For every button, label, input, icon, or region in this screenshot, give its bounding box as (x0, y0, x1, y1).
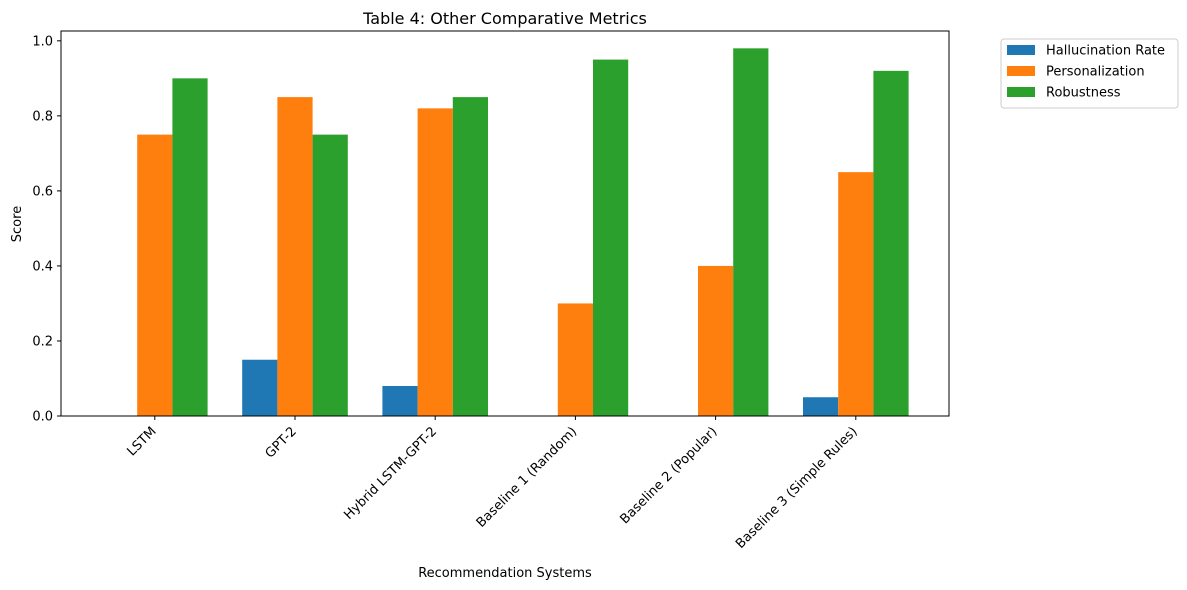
y-tick-label: 0.6 (32, 184, 53, 199)
bar-personalization-5 (838, 172, 874, 416)
legend-label: Personalization (1046, 65, 1145, 80)
bar-hallucination-rate-1 (242, 359, 278, 416)
x-tick-label: LSTM (125, 424, 160, 459)
legend-swatch (1007, 87, 1035, 97)
bars-group (137, 48, 909, 417)
plot-frame (60, 30, 950, 417)
bar-hallucination-rate-5 (803, 397, 839, 416)
x-tick-label: Baseline 3 (Simple Rules) (733, 424, 861, 552)
bar-robustness-5 (873, 70, 909, 416)
bar-robustness-3 (593, 59, 629, 417)
legend-frame (1000, 38, 1179, 109)
y-axis: 0.0 0.2 0.4 0.6 0.8 1.0 (32, 34, 61, 425)
x-axis-label: Recommendation Systems (418, 566, 592, 581)
x-axis: LSTM GPT-2 Hybrid LSTM-GPT-2 Baseline 1 (Ra… (125, 416, 861, 552)
x-tick-label: GPT-2 (263, 424, 300, 461)
x-tick-label: Baseline 1 (Random) (474, 424, 581, 531)
y-tick-label: 0.8 (32, 109, 53, 124)
x-tick-label: Hybrid LSTM-GPT-2 (341, 424, 440, 523)
chart-title: Table 4: Other Comparative Metrics (362, 9, 647, 28)
y-axis-label: Score (10, 206, 25, 242)
bar-personalization-1 (277, 97, 313, 417)
legend: Hallucination Rate Personalization Robustn… (1000, 38, 1179, 109)
x-tick-label: Baseline 2 (Popular) (618, 424, 721, 527)
legend-swatch (1007, 66, 1035, 76)
bar-personalization-2 (417, 108, 453, 416)
legend-swatch (1007, 45, 1035, 55)
y-tick-label: 1.0 (32, 34, 53, 49)
legend-label: Robustness (1046, 86, 1121, 101)
legend-label: Hallucination Rate (1046, 44, 1165, 59)
y-tick-label: 0.4 (32, 259, 53, 274)
bar-hallucination-rate-2 (382, 385, 418, 416)
y-tick-label: 0.0 (32, 410, 53, 425)
bar-personalization-4 (698, 265, 734, 416)
y-tick-label: 0.2 (32, 334, 53, 349)
bar-robustness-2 (452, 97, 488, 417)
bar-robustness-0 (172, 78, 208, 416)
bar-personalization-3 (557, 303, 593, 416)
bar-robustness-4 (733, 48, 769, 416)
bar-robustness-1 (312, 134, 348, 416)
bar-personalization-0 (137, 134, 173, 416)
